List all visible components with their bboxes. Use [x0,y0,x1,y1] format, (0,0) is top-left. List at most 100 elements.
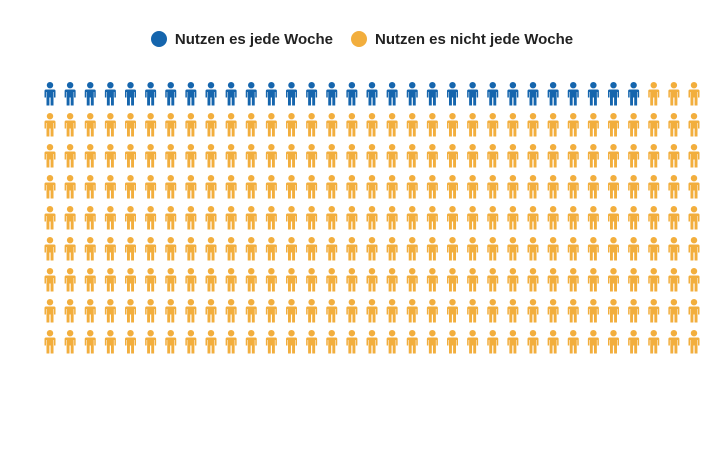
person-icon [386,175,398,199]
person-icon [346,206,358,230]
person-icon [145,144,157,168]
person-icon [447,144,458,168]
person-icon [64,206,76,230]
person-icon [426,237,438,261]
person-icon [608,82,619,106]
person-icon [245,82,257,106]
person-icon-grid [44,82,700,354]
person-icon [104,113,116,137]
person-icon [567,144,579,168]
person-icon [44,330,56,354]
person-icon [426,268,438,292]
person-icon [668,237,680,261]
person-icon [487,299,499,323]
person-icon [406,237,418,261]
person-icon [165,82,177,106]
person-icon [145,82,157,106]
person-icon [547,299,559,323]
person-icon [245,175,257,199]
person-icon [225,206,237,230]
person-icon [185,237,197,261]
person-icon [44,113,56,137]
person-icon [44,268,56,292]
person-icon [205,113,217,137]
person-icon [547,268,559,292]
person-icon [165,330,177,354]
person-icon [185,113,197,137]
person-icon [326,330,338,354]
person-icon [84,113,96,137]
person-icon [64,268,76,292]
person-icon [125,330,136,354]
person-icon [567,113,579,137]
person-icon [467,175,479,199]
person-icon [467,144,479,168]
person-icon [567,206,579,230]
person-icon [44,299,56,323]
person-icon [547,175,559,199]
person-icon [587,82,599,106]
person-icon [527,175,539,199]
person-icon [265,237,277,261]
person-icon [447,82,458,106]
person-icon [587,268,599,292]
person-icon [688,206,700,230]
person-icon [467,237,479,261]
person-icon [125,299,136,323]
person-icon [84,237,96,261]
person-icon [668,82,680,106]
person-icon [426,175,438,199]
person-icon [84,206,96,230]
person-icon [165,175,177,199]
person-icon [648,113,660,137]
person-icon [386,113,398,137]
person-icon [608,299,619,323]
person-icon [145,299,157,323]
person-icon [245,113,257,137]
person-icon [608,144,619,168]
person-icon [628,237,640,261]
person-icon [366,82,378,106]
person-icon [648,206,660,230]
person-icon [185,330,197,354]
person-icon [487,175,499,199]
person-icon [688,113,700,137]
person-icon [507,237,519,261]
person-icon [467,82,479,106]
person-icon [64,82,76,106]
person-icon [306,82,318,106]
person-icon [688,144,700,168]
person-icon [567,82,579,106]
person-icon [648,237,660,261]
person-icon [547,206,559,230]
person-icon [547,82,559,106]
person-icon [165,113,177,137]
person-icon [64,330,76,354]
person-icon [326,268,338,292]
person-icon [205,237,217,261]
person-icon [44,237,56,261]
person-icon [225,330,237,354]
person-icon [125,113,136,137]
person-icon [185,82,197,106]
person-icon [104,175,116,199]
person-icon [245,330,257,354]
person-icon [145,206,157,230]
person-icon [587,175,599,199]
person-icon [286,237,297,261]
person-icon [547,113,559,137]
person-icon [547,237,559,261]
person-icon [245,144,257,168]
person-icon [326,206,338,230]
person-icon [104,268,116,292]
person-icon [487,144,499,168]
person-icon [467,299,479,323]
person-icon [467,206,479,230]
person-icon [527,206,539,230]
person-icon [306,144,318,168]
person-icon [185,144,197,168]
person-icon [587,144,599,168]
person-icon [447,268,458,292]
person-icon [467,330,479,354]
person-icon [125,144,136,168]
